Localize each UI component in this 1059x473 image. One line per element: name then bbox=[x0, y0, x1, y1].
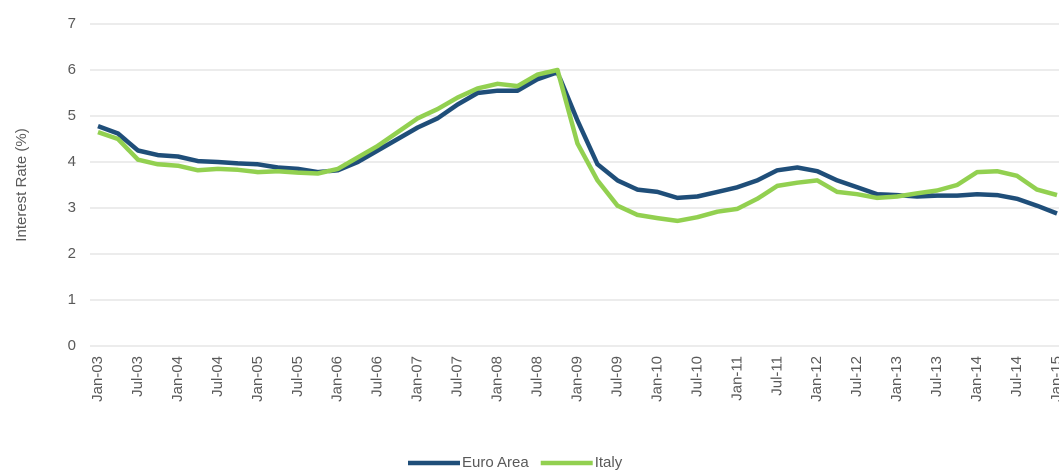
x-tick-label: Jul-08 bbox=[529, 356, 546, 397]
y-tick-label: 6 bbox=[68, 61, 76, 78]
x-tick-label: Jan-12 bbox=[808, 356, 825, 402]
x-tick-label: Jul-05 bbox=[289, 356, 306, 397]
x-tick-label: Jan-05 bbox=[249, 356, 266, 402]
y-tick-label: 3 bbox=[68, 199, 76, 216]
x-tick-label: Jan-14 bbox=[968, 356, 985, 402]
x-tick-label: Jul-07 bbox=[449, 356, 466, 397]
legend-label: Italy bbox=[595, 454, 623, 471]
y-tick-label: 7 bbox=[68, 15, 76, 32]
x-tick-label: Jan-03 bbox=[89, 356, 106, 402]
x-tick-label: Jul-04 bbox=[209, 356, 226, 397]
x-tick-label: Jan-13 bbox=[888, 356, 905, 402]
x-tick-label: Jan-06 bbox=[329, 356, 346, 402]
y-tick-label: 4 bbox=[68, 153, 76, 170]
x-tick-label: Jul-12 bbox=[848, 356, 865, 397]
x-tick-label: Jan-04 bbox=[169, 356, 186, 402]
x-tick-label: Jan-08 bbox=[489, 356, 506, 402]
x-tick-label: Jul-03 bbox=[129, 356, 146, 397]
x-tick-label: Jan-09 bbox=[568, 356, 585, 402]
x-tick-label: Jul-11 bbox=[768, 356, 785, 396]
x-tick-label: Jul-13 bbox=[928, 356, 945, 397]
x-tick-label: Jan-07 bbox=[409, 356, 426, 402]
data-line bbox=[97, 67, 1058, 224]
x-tick-label: Jan-15 bbox=[1048, 356, 1059, 402]
x-tick-label: Jan-11 bbox=[728, 356, 745, 401]
legend-label: Euro Area bbox=[462, 454, 529, 471]
y-tick-label: 1 bbox=[68, 291, 76, 308]
x-tick-label: Jul-10 bbox=[688, 356, 705, 397]
x-tick-label: Jul-06 bbox=[369, 356, 386, 397]
y-axis-label: Interest Rate (%) bbox=[13, 128, 30, 241]
y-tick-label: 0 bbox=[68, 337, 76, 354]
y-tick-label: 2 bbox=[68, 245, 76, 262]
y-tick-label: 5 bbox=[68, 107, 76, 124]
x-tick-label: Jul-14 bbox=[1008, 356, 1025, 397]
x-tick-label: Jan-10 bbox=[648, 356, 665, 402]
x-tick-label: Jul-09 bbox=[608, 356, 625, 397]
